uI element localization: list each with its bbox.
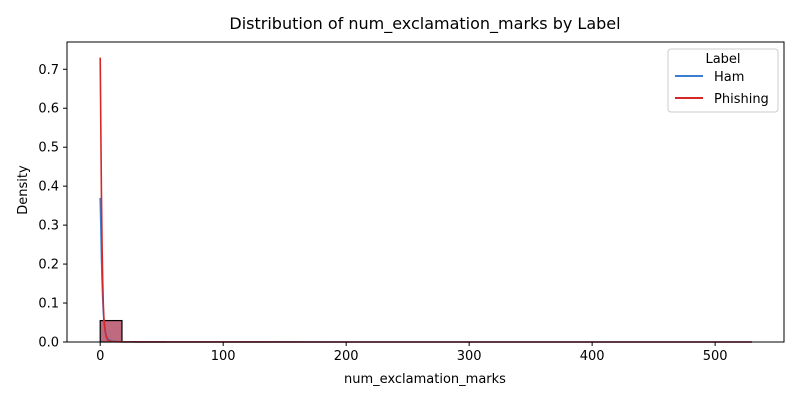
y-tick-label: 0.3	[38, 219, 59, 234]
y-tick-label: 0.4	[38, 180, 59, 195]
legend-label-phishing: Phishing	[714, 92, 769, 107]
y-tick-label: 0.2	[38, 258, 59, 273]
x-tick-label: 300	[457, 349, 482, 364]
x-axis-ticks: 0 100 200 300 400 500	[96, 342, 727, 364]
kde-line-phishing	[100, 58, 752, 342]
legend: Label Ham Phishing	[668, 49, 778, 112]
legend-title: Label	[705, 52, 740, 67]
x-tick-label: 100	[211, 349, 236, 364]
histogram-bars	[100, 321, 165, 342]
y-tick-label: 0.6	[38, 102, 59, 117]
x-tick-label: 500	[703, 349, 728, 364]
y-tick-label: 0.5	[38, 141, 59, 156]
x-tick-label: 400	[580, 349, 605, 364]
histogram-bar	[100, 321, 122, 342]
chart-title: Distribution of num_exclamation_marks by…	[229, 14, 620, 34]
kde-lines	[100, 58, 752, 342]
kde-line-ham	[100, 198, 752, 342]
legend-label-ham: Ham	[714, 70, 744, 85]
x-tick-label: 200	[334, 349, 359, 364]
y-axis-ticks: 0.0 0.1 0.2 0.3 0.4 0.5 0.6 0.7	[38, 63, 67, 351]
x-tick-label: 0	[96, 349, 104, 364]
y-tick-label: 0.1	[38, 297, 59, 312]
x-axis-label: num_exclamation_marks	[344, 372, 506, 387]
y-tick-label: 0.7	[38, 63, 59, 78]
y-tick-label: 0.0	[38, 336, 59, 351]
y-axis-label: Density	[16, 165, 31, 215]
